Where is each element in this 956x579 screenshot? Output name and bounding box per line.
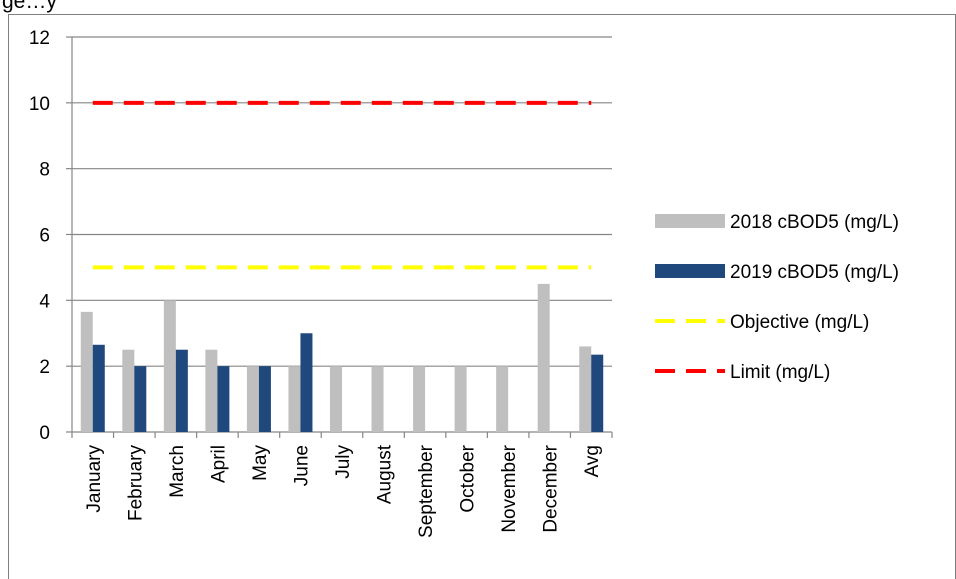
x-tick-label: September xyxy=(416,444,437,538)
bar-2018 xyxy=(537,283,550,432)
bar-2018 xyxy=(288,366,301,432)
legend-label: 2019 cBOD5 (mg/L) xyxy=(730,262,899,283)
legend-label: Objective (mg/L) xyxy=(730,312,869,333)
bar-2019 xyxy=(92,344,105,432)
x-tick-label: December xyxy=(541,444,562,532)
y-tick-label: 4 xyxy=(39,291,50,312)
bar-2019 xyxy=(217,366,230,432)
y-tick-label: 10 xyxy=(29,94,50,115)
x-tick-label: March xyxy=(167,445,188,498)
y-tick-label: 2 xyxy=(39,357,50,378)
bar-2018 xyxy=(579,346,592,432)
bar-2018 xyxy=(496,366,509,432)
bar-2018 xyxy=(454,366,467,432)
x-tick-label: August xyxy=(375,444,396,504)
bar-2019 xyxy=(175,349,188,432)
legend-label: 2018 cBOD5 (mg/L) xyxy=(730,212,899,233)
bar-2019 xyxy=(591,354,604,432)
y-tick-label: 6 xyxy=(39,226,50,247)
bar-2018 xyxy=(80,311,93,432)
legend-swatch xyxy=(655,264,725,278)
bar-2018 xyxy=(246,366,259,432)
x-tick-label: April xyxy=(208,445,229,483)
x-tick-label: October xyxy=(458,444,479,512)
bar-2018 xyxy=(163,300,176,432)
bar-2018 xyxy=(205,349,218,432)
y-tick-label: 8 xyxy=(39,160,50,181)
x-tick-label: November xyxy=(499,444,520,532)
bar-2018 xyxy=(330,366,342,432)
bar-2019 xyxy=(134,366,147,432)
bar-2019 xyxy=(258,366,271,432)
bar-2018 xyxy=(122,349,135,432)
bar-2019 xyxy=(300,333,313,432)
bar-2018 xyxy=(371,366,384,432)
legend-label: Limit (mg/L) xyxy=(730,362,830,383)
legend-swatch xyxy=(655,214,725,228)
y-tick-label: 0 xyxy=(39,423,50,444)
x-tick-label: May xyxy=(250,445,271,481)
x-tick-label: July xyxy=(333,445,354,479)
bar-2018 xyxy=(413,366,426,432)
x-tick-label: Avg xyxy=(582,445,603,477)
x-tick-label: February xyxy=(125,445,146,522)
y-tick-label: 12 xyxy=(29,28,50,49)
chart-caption: ge…y xyxy=(2,0,232,13)
x-tick-label: January xyxy=(84,445,105,513)
x-tick-label: June xyxy=(291,445,312,486)
